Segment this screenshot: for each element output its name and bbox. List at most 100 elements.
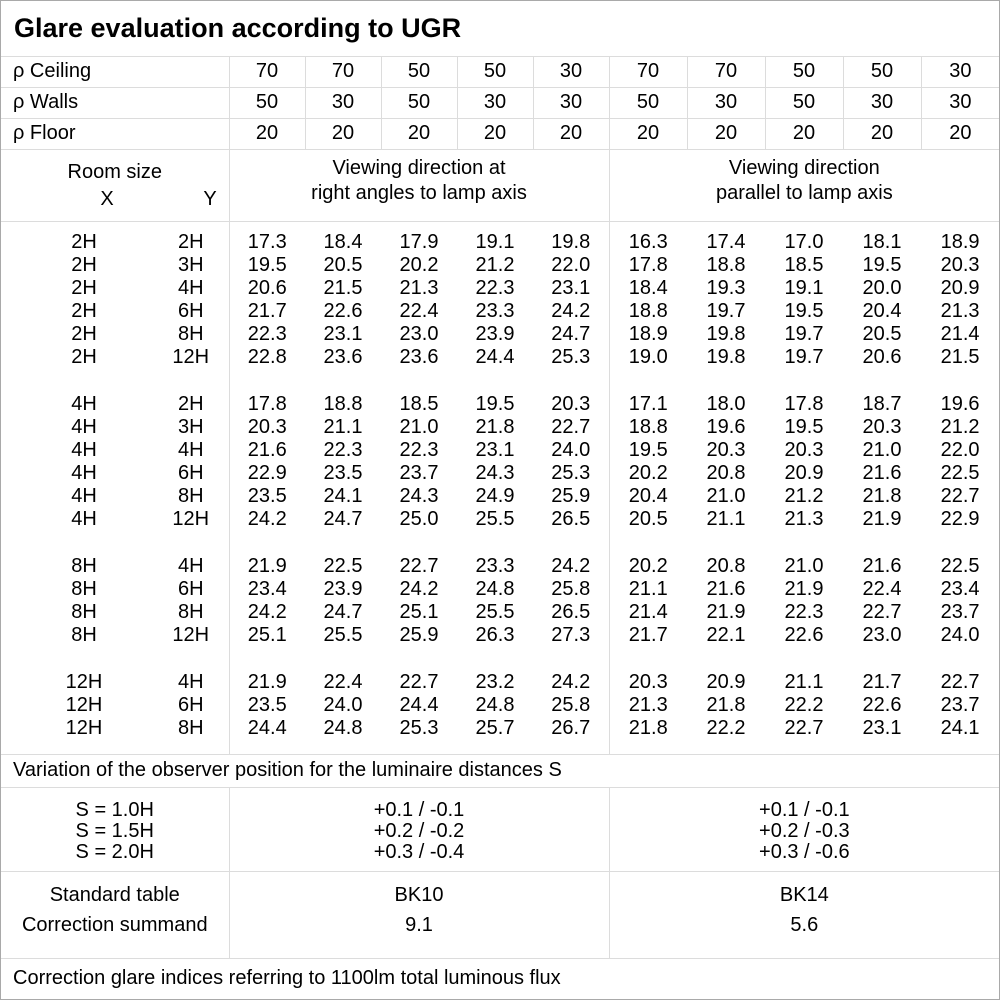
ugr-value-right-angles: 21.0 <box>399 416 439 438</box>
group-header-line: Viewing direction at <box>332 156 506 179</box>
room-size-y-cell: 8H <box>177 601 204 623</box>
reflectance-value-cell: 20 <box>764 118 843 150</box>
group-header-line: right angles to lamp axis <box>311 181 527 204</box>
reflectance-value-cell: 30 <box>456 87 533 119</box>
spacer-cell <box>608 369 999 393</box>
ugr-value-parallel: 21.1 <box>608 578 687 601</box>
spacer-cell <box>608 740 999 755</box>
room-size-label: Room size <box>67 160 162 183</box>
room-size-x-cell: 8H <box>71 555 97 577</box>
ugr-value-parallel: 19.7 <box>784 346 824 368</box>
ugr-value-parallel: 21.2 <box>784 485 824 507</box>
ugr-value-right-angles: 24.1 <box>323 485 363 507</box>
ugr-value-parallel: 21.2 <box>940 416 980 438</box>
ugr-value-parallel: 21.0 <box>784 555 824 577</box>
ugr-table-row: 4H 8H 23.5 24.1 24.3 24.9 25.9 20.4 21.0 21.2 21.8… <box>1 485 999 508</box>
spacer-cell <box>228 531 609 555</box>
room-size-x-label: X <box>100 187 114 210</box>
ugr-table-row: 2H 3H 19.5 20.5 20.2 21.2 22.0 17.8 18.8 18.5 19.5… <box>1 254 999 277</box>
ugr-value-parallel: 21.7 <box>862 671 902 693</box>
room-size-y-cell: 3H <box>177 416 204 438</box>
ugr-value-right-angles: 24.4 <box>228 717 305 740</box>
ugr-value-right-angles: 24.8 <box>323 717 363 739</box>
ugr-value-parallel: 18.1 <box>862 231 902 253</box>
spacer-cell <box>1 369 229 393</box>
ugr-value-parallel: 21.5 <box>940 346 980 368</box>
ugr-value-right-angles: 24.9 <box>475 485 515 507</box>
ugr-value-right-angles: 18.4 <box>323 231 363 253</box>
reflectance-value-cell: 30 <box>686 87 765 119</box>
ugr-value-parallel: 21.8 <box>706 694 746 716</box>
ugr-value-right-angles: 19.5 <box>228 254 305 277</box>
ugr-value-parallel: 18.9 <box>608 323 687 346</box>
ugr-value-parallel: 21.4 <box>940 323 980 345</box>
ugr-value-right-angles: 27.3 <box>551 624 591 646</box>
reflectance-value-cell: 30 <box>532 56 609 88</box>
reflectance-value-cell: 30 <box>920 56 999 88</box>
ugr-value-right-angles: 24.3 <box>399 485 439 507</box>
ugr-value-parallel: 20.5 <box>862 323 902 345</box>
reflectance-value-cell: 30 <box>842 87 921 119</box>
spacer-cell <box>608 647 999 671</box>
ugr-value-parallel: 23.4 <box>940 578 980 600</box>
room-size-x-cell: 12H <box>65 694 103 716</box>
ugr-value-parallel: 21.9 <box>706 601 746 623</box>
ugr-value-parallel: 20.3 <box>608 671 687 694</box>
ugr-value-parallel: 18.7 <box>862 393 902 415</box>
ugr-value-right-angles: 24.7 <box>323 508 363 530</box>
ugr-value-right-angles: 18.8 <box>323 393 363 415</box>
ugr-value-parallel: 18.8 <box>706 254 746 276</box>
ugr-table-row: 4H 4H 21.6 22.3 22.3 23.1 24.0 19.5 20.3 20.3 21.0… <box>1 439 999 462</box>
ugr-value-parallel: 17.8 <box>784 393 824 415</box>
ugr-value-parallel: 17.1 <box>608 393 687 416</box>
ugr-value-right-angles: 23.7 <box>399 462 439 484</box>
room-size-y-cell: 8H <box>177 323 204 345</box>
correction-summand-value: 5.6 <box>790 913 819 936</box>
room-size-y-cell: 4H <box>177 671 204 693</box>
ugr-value-right-angles: 19.8 <box>551 231 591 253</box>
spacer-cell <box>1 531 229 555</box>
ugr-table-row: 8H 8H 24.2 24.7 25.1 25.5 26.5 21.4 21.9 22.3 22.7… <box>1 601 999 624</box>
ugr-value-right-angles: 22.9 <box>228 462 305 485</box>
ugr-value-right-angles: 26.5 <box>551 601 591 623</box>
ugr-value-parallel: 22.4 <box>862 578 902 600</box>
ugr-value-right-angles: 25.3 <box>551 462 591 484</box>
reflectance-value-cell: 50 <box>380 87 457 119</box>
ugr-value-right-angles: 22.3 <box>228 323 305 346</box>
ugr-value-parallel: 17.0 <box>784 231 824 253</box>
room-size-x-cell: 4H <box>71 416 97 438</box>
ugr-value-parallel: 19.3 <box>706 277 746 299</box>
ugr-value-right-angles: 24.2 <box>228 508 305 531</box>
ugr-value-parallel: 20.6 <box>862 346 902 368</box>
ugr-value-right-angles: 25.0 <box>399 508 439 530</box>
ugr-value-right-angles: 23.9 <box>475 323 515 345</box>
ugr-value-right-angles: 23.6 <box>323 346 363 368</box>
ugr-value-right-angles: 25.9 <box>399 624 439 646</box>
spacer-cell <box>608 221 999 231</box>
ugr-value-right-angles: 24.4 <box>399 694 439 716</box>
ugr-value-right-angles: 21.1 <box>323 416 363 438</box>
ugr-value-right-angles: 23.1 <box>323 323 363 345</box>
ugr-value-right-angles: 20.6 <box>228 277 305 300</box>
reflectance-value-cell: 20 <box>304 118 381 150</box>
reflectance-section: ρ Ceiling 70 70 50 50 30 70 70 50 50 30 ρ Walls 50 30… <box>1 56 999 150</box>
ugr-value-parallel: 21.6 <box>862 555 902 577</box>
standard-table-value: BK14 <box>779 883 829 906</box>
ugr-table-row: 8H 12H 25.1 25.5 25.9 26.3 27.3 21.7 22.1 22.6 23.… <box>1 624 999 647</box>
ugr-value-parallel: 21.1 <box>706 508 746 530</box>
room-size-x-cell: 2H <box>71 323 97 345</box>
ugr-value-right-angles: 21.7 <box>228 300 305 323</box>
ugr-value-right-angles: 25.8 <box>551 694 591 716</box>
ugr-value-right-angles: 24.4 <box>475 346 515 368</box>
ugr-value-parallel: 21.4 <box>608 601 687 624</box>
ugr-value-right-angles: 22.4 <box>323 671 363 693</box>
spacer-cell <box>1 647 229 671</box>
ugr-value-right-angles: 19.5 <box>475 393 515 415</box>
ugr-value-right-angles: 21.9 <box>228 555 305 578</box>
room-size-x-cell: 8H <box>71 624 97 646</box>
ugr-value-parallel: 21.3 <box>940 300 980 322</box>
ugr-value-right-angles: 23.6 <box>399 346 439 368</box>
ugr-value-parallel: 19.5 <box>784 300 824 322</box>
spacer-cell <box>1 221 229 231</box>
